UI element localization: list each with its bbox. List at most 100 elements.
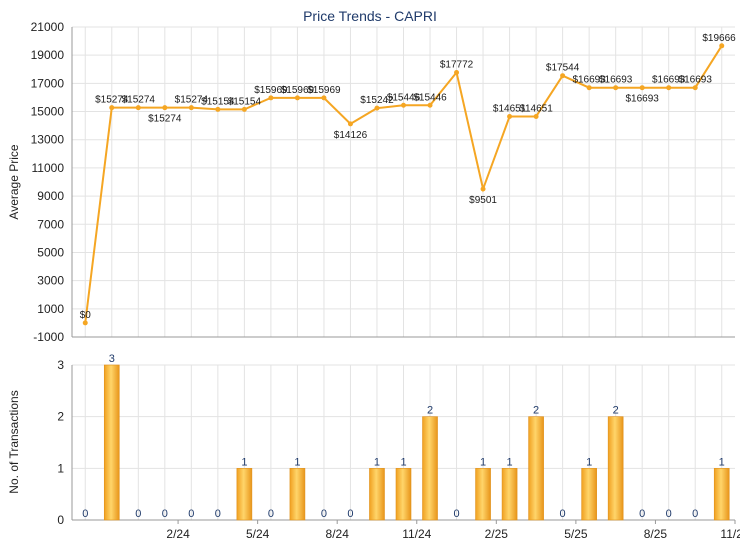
price-y-tick-label: -1000 — [33, 330, 64, 344]
transaction-count-label: 1 — [400, 456, 406, 468]
price-axis-title: Average Price — [7, 144, 21, 219]
price-data-point — [666, 85, 672, 91]
transaction-count-label: 1 — [719, 456, 725, 468]
x-tick-label: 2/25 — [485, 527, 509, 541]
price-y-tick-label: 13000 — [31, 133, 65, 147]
transaction-count-label: 1 — [480, 456, 486, 468]
price-panel: -1000 1000 3000 5000 7000 9000 11000 13000 15000… — [31, 20, 737, 344]
price-data-label: $16693 — [572, 75, 606, 86]
transaction-count-label: 0 — [188, 508, 194, 520]
price-data-point — [427, 102, 433, 108]
price-data-point — [268, 95, 274, 101]
price-data-point — [241, 106, 247, 112]
transactions-y-tick-label: 0 — [57, 513, 64, 527]
transaction-bar — [475, 468, 491, 521]
price-data-label: $15274 — [95, 95, 129, 106]
price-data-point — [374, 105, 380, 111]
transaction-count-label: 0 — [268, 508, 274, 520]
price-y-tick-label: 7000 — [37, 217, 64, 231]
transaction-count-label: 0 — [692, 508, 698, 520]
transaction-bar — [713, 468, 730, 521]
x-tick-label: 11/24 — [402, 527, 431, 541]
price-y-tick-label: 15000 — [31, 105, 65, 119]
price-data-label: $15274 — [148, 114, 182, 125]
price-data-label: $9501 — [469, 195, 497, 206]
transaction-count-label: 0 — [560, 508, 566, 520]
price-data-label: $15154 — [201, 96, 235, 107]
price-data-point — [401, 102, 406, 108]
transactions-axis-title: No. of Transactions — [7, 390, 21, 493]
price-data-label: $15446 — [387, 92, 421, 103]
price-data-point — [321, 95, 327, 101]
transaction-count-label: 0 — [639, 508, 645, 520]
price-y-tick-label: 11000 — [32, 161, 65, 175]
transaction-count-label: 0 — [82, 508, 88, 520]
transaction-count-label: 0 — [453, 508, 459, 520]
price-data-point — [454, 69, 460, 75]
price-data-label: $16693 — [652, 75, 686, 86]
transaction-bar — [236, 468, 253, 521]
price-y-tick-label: 19000 — [31, 48, 65, 62]
transaction-count-label: 2 — [533, 405, 539, 417]
price-data-point — [533, 113, 539, 119]
price-data-point — [109, 105, 115, 111]
transaction-bar — [501, 468, 518, 521]
price-data-point — [560, 73, 566, 79]
price-data-point — [82, 320, 88, 326]
x-tick-label: 5/24 — [246, 527, 270, 541]
transaction-count-label: 0 — [321, 508, 327, 520]
price-data-point — [507, 113, 513, 119]
transaction-bar — [369, 468, 385, 521]
transaction-count-label: 0 — [666, 508, 672, 520]
transactions-panel: 0 1 2 3 0 3 0 0 0 0 1 0 1 0 0 1 1 2 0 1 1 2 0 1 2 0 0 0 1 2/24 5/24 8/2… — [57, 353, 740, 541]
price-data-point — [135, 105, 141, 111]
price-data-label: $15154 — [228, 96, 262, 107]
price-data-point — [162, 105, 168, 111]
transactions-y-tick-label: 1 — [57, 461, 64, 475]
price-data-point — [586, 85, 592, 91]
price-y-tick-label: 9000 — [37, 189, 64, 203]
x-tick-label: 8/25 — [644, 527, 668, 541]
price-data-label: $15969 — [307, 85, 341, 96]
x-tick-label: 5/25 — [564, 527, 588, 541]
transaction-count-label: 0 — [215, 508, 221, 520]
price-data-label: $15969 — [281, 85, 315, 96]
transaction-count-label: 1 — [374, 456, 380, 468]
transaction-bar — [581, 468, 597, 521]
price-y-tick-label: 21000 — [31, 20, 65, 34]
transaction-bar — [103, 364, 120, 521]
transaction-count-label: 1 — [507, 456, 513, 468]
price-data-label: $15446 — [413, 92, 447, 103]
transaction-count-label: 0 — [162, 508, 168, 520]
price-data-label: $16693 — [599, 75, 633, 86]
transaction-bar — [528, 416, 544, 521]
transaction-count-label: 1 — [241, 456, 247, 468]
price-data-label: $14651 — [519, 103, 553, 114]
price-y-tick-label: 17000 — [31, 76, 65, 90]
transaction-count-label: 2 — [427, 405, 433, 417]
transaction-count-label: 3 — [109, 353, 115, 365]
price-y-tick-label: 1000 — [37, 302, 64, 316]
transaction-count-label: 0 — [135, 508, 141, 520]
transaction-count-label: 1 — [586, 456, 592, 468]
transaction-count-label: 2 — [613, 405, 619, 417]
price-data-label: $14126 — [334, 130, 368, 141]
price-data-point — [719, 43, 725, 49]
price-data-point — [294, 95, 300, 101]
transactions-y-tick-label: 3 — [57, 358, 64, 372]
price-data-point — [692, 85, 698, 91]
price-data-point — [613, 85, 619, 91]
transaction-bar — [395, 468, 412, 521]
x-tick-label: 11/25 — [720, 527, 740, 541]
transaction-bar — [422, 416, 438, 521]
transaction-count-label: 1 — [294, 456, 300, 468]
price-data-point — [480, 186, 486, 192]
price-data-label: $15969 — [254, 85, 288, 96]
price-data-label: $16693 — [679, 75, 713, 86]
price-data-point — [215, 106, 221, 112]
price-data-label: $15274 — [122, 95, 156, 106]
price-y-tick-label: 3000 — [37, 274, 64, 288]
price-data-label: $0 — [80, 310, 92, 321]
